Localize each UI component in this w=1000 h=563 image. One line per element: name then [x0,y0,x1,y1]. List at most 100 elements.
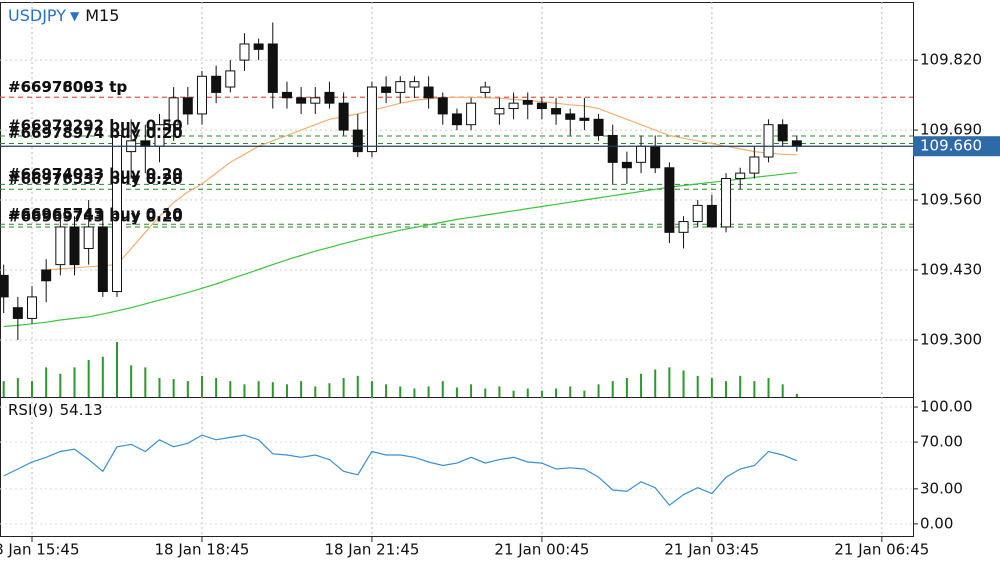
moving-average [46,96,797,271]
symbol[interactable]: USDJPY [8,6,66,25]
volume-bar [569,386,572,397]
volume-bar [470,384,473,397]
volume-bar [540,390,543,397]
candle-body [636,145,647,163]
candle-body [749,156,760,174]
y-tick-label: 109.820 [920,51,982,69]
candle-body [352,129,363,153]
volume-bar [441,381,444,397]
order-label: #66978093 tp [8,78,127,96]
order: #66974023 buy 0.20 [8,165,183,183]
candle-body [253,43,264,50]
volume-bar [45,367,48,397]
rsi-tick-label: 0.00 [920,514,953,532]
candle-body [409,81,420,88]
volume-bar [753,381,756,397]
volume-bar [682,370,685,397]
candle-body [551,108,562,115]
candle-body [664,167,675,233]
order-label: #66974023 buy 0.20 [8,165,183,183]
candle-body [650,145,661,169]
volume-bar [484,388,487,397]
candle-body [225,70,236,88]
volume-bar [710,377,713,397]
volume-bar [498,386,501,397]
volume-bar [328,383,331,397]
candle-body [310,97,321,104]
y-tick-label: 109.300 [920,330,982,348]
candle-body [536,102,547,110]
order: #66976537 buy 0.20 [8,170,183,188]
candle-body [437,97,448,115]
y-tick-label: 109.560 [920,191,982,209]
volume-bar [115,342,118,397]
rsi-header: RSI(9) 54.13 [8,401,103,419]
volume-bar [300,381,303,397]
volume-bar [611,381,614,397]
y-tick-label: 109.430 [920,260,982,278]
volume-bar [767,377,770,397]
candle-body [777,124,788,142]
candle-body [111,134,122,293]
candle-body [706,204,717,228]
volume-bar [2,381,5,397]
volume-bar [215,377,218,397]
volume-bar [625,377,628,397]
volume-bar [526,388,529,397]
candle-body [721,178,732,228]
symbol-header[interactable]: USDJPY ▼ M15 [8,6,119,25]
volume-bar [739,375,742,397]
rsi-tick-label: 100.00 [920,398,973,416]
order: #66978093 tp [8,78,127,96]
candle-body [296,97,307,104]
volume-bar [583,390,586,397]
volume-bar [455,387,458,397]
volume-bar [385,384,388,397]
volume-bar [271,382,274,397]
candle-body [763,124,774,158]
volume-bar [399,386,402,397]
volume-bar [342,377,345,397]
candle-body [196,75,207,115]
candle-body [97,226,108,293]
rsi-tick-label: 30.00 [920,479,963,497]
volume-bar [172,379,175,397]
volume-bar [16,377,19,397]
current-price-box [913,136,1000,157]
candle-body [466,102,477,126]
y-tick-label: 109.690 [920,121,982,139]
current-price-label: 109.660 [920,137,982,155]
order: #66979292 buy 0.50 [8,116,183,134]
order-label: #66969743 buy 0.20 [8,207,183,225]
candle-body [12,307,23,319]
order-label: #66979292 buy 0.50 [8,116,183,134]
volume-bar [795,393,798,397]
candle-body [423,86,434,99]
timeframe[interactable]: M15 [85,6,119,25]
grid [0,2,918,542]
order: #66978974 buy 0.20 [8,124,183,142]
volume-bar [200,375,203,397]
candle-body [211,75,222,93]
candle-body [451,113,462,126]
candle-body [41,269,52,282]
volume-bar [73,367,76,397]
volume-bar [130,365,133,397]
order: #66976003 tp [8,78,127,96]
volume-bar [243,384,246,397]
candle-body [621,161,632,169]
candle-body [522,99,533,105]
order-label: #66978974 buy 0.20 [8,124,183,142]
volume-bar [101,356,104,397]
order: #66965743 buy 0.10 [8,205,183,223]
candle-body [55,226,66,266]
x-tick-label: 21 Jan 03:45 [664,541,759,559]
volume-bar [668,367,671,397]
candle-body [338,102,349,131]
volume-bar [59,373,62,397]
dropdown-icon[interactable]: ▼ [70,9,80,23]
volume-bar [31,381,34,397]
volume-bar [87,359,90,397]
candle-body [267,43,278,93]
